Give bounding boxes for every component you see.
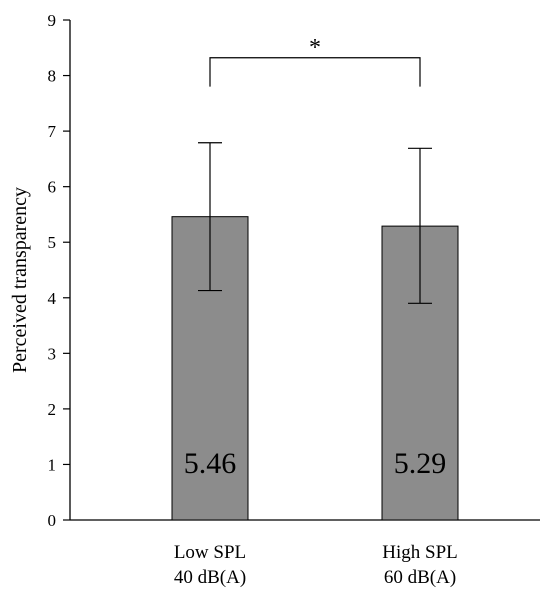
y-tick-label: 2 (48, 400, 57, 419)
significance-bracket: * (209, 35, 421, 87)
x-category-label-line2: 60 dB(A) (384, 567, 456, 588)
bar-value-label: 5.29 (394, 447, 447, 480)
y-axis-title: Perceived transparency (9, 187, 31, 373)
x-category-label-line2: 40 dB(A) (174, 567, 246, 588)
y-tick-label: 6 (48, 178, 57, 197)
plot-area: 0 1 2 3 4 5 6 7 8 9 5.46 5.29 Low SPL 40 dB(A) High … (48, 11, 540, 588)
y-tick-label: 3 (48, 344, 57, 363)
y-tick-label: 1 (48, 455, 57, 474)
y-tick-label: 5 (48, 233, 57, 252)
significance-asterisk: * (309, 35, 321, 61)
y-tick-label: 9 (48, 11, 57, 30)
y-tick-label: 4 (48, 289, 57, 308)
y-tick-label: 7 (48, 122, 57, 141)
x-category-label-line1: High SPL (382, 542, 458, 563)
x-category-label-line1: Low SPL (174, 542, 246, 563)
x-category-labels: Low SPL 40 dB(A) High SPL 60 dB(A) (174, 542, 458, 588)
bar-value-label: 5.46 (184, 447, 237, 480)
bars: 5.46 5.29 (171, 142, 459, 521)
y-ticks: 0 1 2 3 4 5 6 7 8 9 (48, 11, 70, 530)
y-tick-label: 0 (48, 511, 57, 530)
y-tick-label: 8 (48, 67, 57, 86)
significance-bracket-line (209, 57, 421, 87)
